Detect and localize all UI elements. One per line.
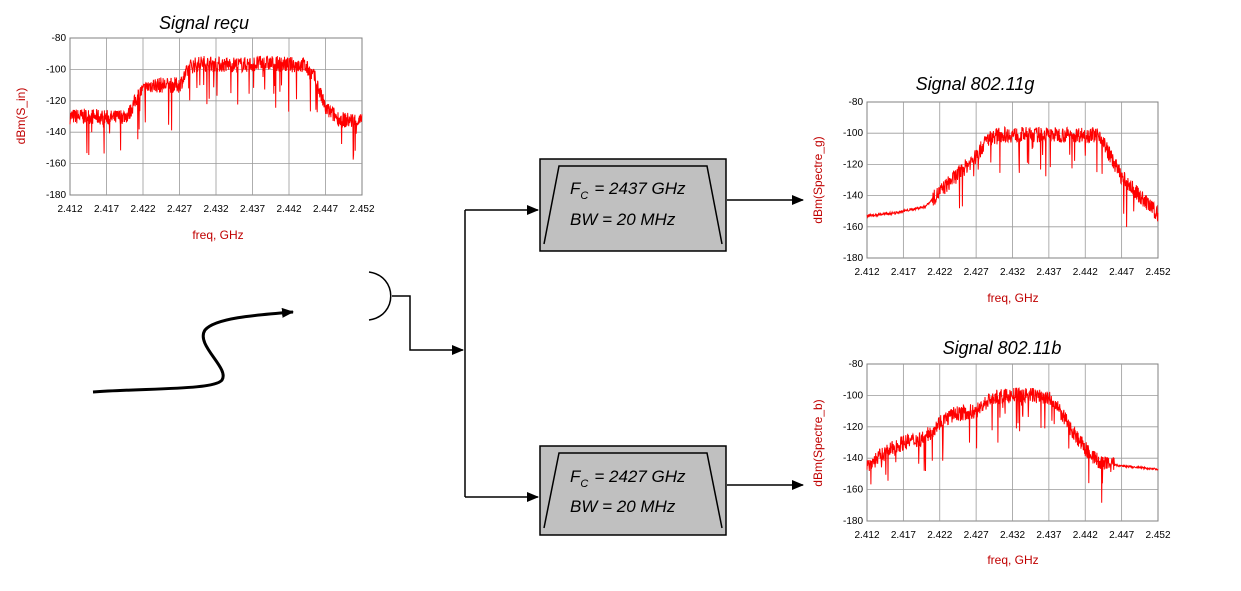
x-tick-label: 2.437 [1036, 530, 1061, 541]
y-tick-label: -160 [46, 159, 66, 170]
x-tick-labels: 2.412 2.417 2.422 2.427 2.432 2.437 2.442 2.447… [57, 204, 374, 215]
x-tick-label: 2.412 [854, 267, 879, 278]
x-tick-labels: 2.412 2.417 2.422 2.427 2.432 2.437 2.442 2.447… [854, 530, 1170, 541]
antenna-icon [368, 271, 392, 321]
x-tick-label: 2.452 [1145, 267, 1170, 278]
x-tick-label: 2.442 [1073, 530, 1098, 541]
x-tick-label: 2.412 [57, 204, 82, 215]
series-line [69, 55, 363, 160]
y-axis-label: dBm(Spectre_g) [811, 136, 825, 223]
x-tick-label: 2.427 [964, 530, 989, 541]
x-tick-label: 2.422 [927, 530, 952, 541]
y-tick-label: -100 [843, 128, 863, 139]
x-tick-label: 2.427 [167, 204, 192, 215]
filter-bw-label: BW = 20 MHz [570, 497, 676, 516]
chart-signal-80211g: Signal 802.11g -80 -100 -120 -140 -160 -180 2… [811, 74, 1171, 305]
y-tick-label: -120 [46, 96, 66, 107]
incoming-signal-arrow [92, 307, 294, 394]
x-tick-label: 2.442 [276, 204, 301, 215]
chart-title: Signal reçu [159, 13, 249, 33]
y-axis-label: dBm(S_in) [14, 88, 28, 145]
y-tick-label: -180 [46, 190, 66, 201]
y-tick-labels: -80 -100 -120 -140 -160 -180 [843, 359, 863, 527]
x-tick-label: 2.442 [1073, 267, 1098, 278]
x-tick-label: 2.422 [130, 204, 155, 215]
bandpass-shape-icon [543, 165, 723, 245]
y-tick-label: -140 [843, 453, 863, 464]
x-tick-label: 2.427 [964, 267, 989, 278]
filter-box [539, 158, 727, 252]
x-tick-label: 2.417 [891, 530, 916, 541]
y-tick-label: -140 [843, 191, 863, 202]
y-tick-labels: -80 -100 -120 -140 -160 -180 [46, 33, 66, 201]
y-tick-labels: -80 -100 -120 -140 -160 -180 [843, 97, 863, 264]
x-tick-labels: 2.412 2.417 2.422 2.427 2.432 2.437 2.442 2.447… [854, 267, 1170, 278]
bandpass-shape-icon [543, 452, 723, 529]
y-tick-label: -160 [843, 222, 863, 233]
y-tick-label: -120 [843, 159, 863, 170]
x-tick-label: 2.412 [854, 530, 879, 541]
connector-antenna-to-split [392, 295, 464, 355]
grid [867, 102, 1158, 258]
x-tick-label: 2.432 [1000, 267, 1025, 278]
chart-title: Signal 802.11g [916, 74, 1035, 94]
chart-title: Signal 802.11b [943, 338, 1062, 358]
y-tick-label: -100 [46, 64, 66, 75]
bandpass-filter-g: FC = 2437 GHz BW = 20 MHz [539, 158, 727, 252]
x-axis-label: freq, GHz [987, 553, 1038, 567]
x-tick-label: 2.432 [203, 204, 228, 215]
x-tick-label: 2.437 [240, 204, 265, 215]
grid [867, 364, 1158, 521]
filter-box [539, 445, 727, 536]
x-tick-label: 2.417 [94, 204, 119, 215]
series-line [866, 125, 1159, 228]
chart-signal-recu: Signal reçu -80 -100 -120 -140 -160 -180 2.41… [14, 13, 375, 242]
filter-bw-label: BW = 20 MHz [570, 210, 676, 229]
x-tick-label: 2.447 [313, 204, 338, 215]
y-tick-label: -120 [843, 422, 863, 433]
x-tick-label: 2.452 [1145, 530, 1170, 541]
y-tick-label: -80 [849, 97, 864, 108]
bandpass-filter-b: FC = 2427 GHz BW = 20 MHz [539, 445, 727, 536]
x-tick-label: 2.432 [1000, 530, 1025, 541]
x-tick-label: 2.422 [927, 267, 952, 278]
y-tick-label: -80 [849, 359, 864, 370]
y-tick-label: -100 [843, 390, 863, 401]
x-tick-label: 2.417 [891, 267, 916, 278]
y-tick-label: -80 [52, 33, 67, 44]
y-tick-label: -180 [843, 253, 863, 264]
x-tick-label: 2.437 [1036, 267, 1061, 278]
y-tick-label: -180 [843, 516, 863, 527]
x-axis-label: freq, GHz [987, 291, 1038, 305]
x-axis-label: freq, GHz [192, 228, 243, 242]
y-tick-label: -160 [843, 485, 863, 496]
filter-fc-label: FC = 2427 GHz [570, 467, 686, 490]
x-tick-label: 2.447 [1109, 267, 1134, 278]
x-tick-label: 2.452 [349, 204, 374, 215]
y-axis-label: dBm(Spectre_b) [811, 399, 825, 486]
chart-signal-80211b: Signal 802.11b -80 -100 -120 -140 -160 -180 2… [811, 338, 1171, 567]
series-line [866, 387, 1159, 503]
y-tick-label: -140 [46, 127, 66, 138]
filter-fc-label: FC = 2437 GHz [570, 179, 686, 202]
x-tick-label: 2.447 [1109, 530, 1134, 541]
